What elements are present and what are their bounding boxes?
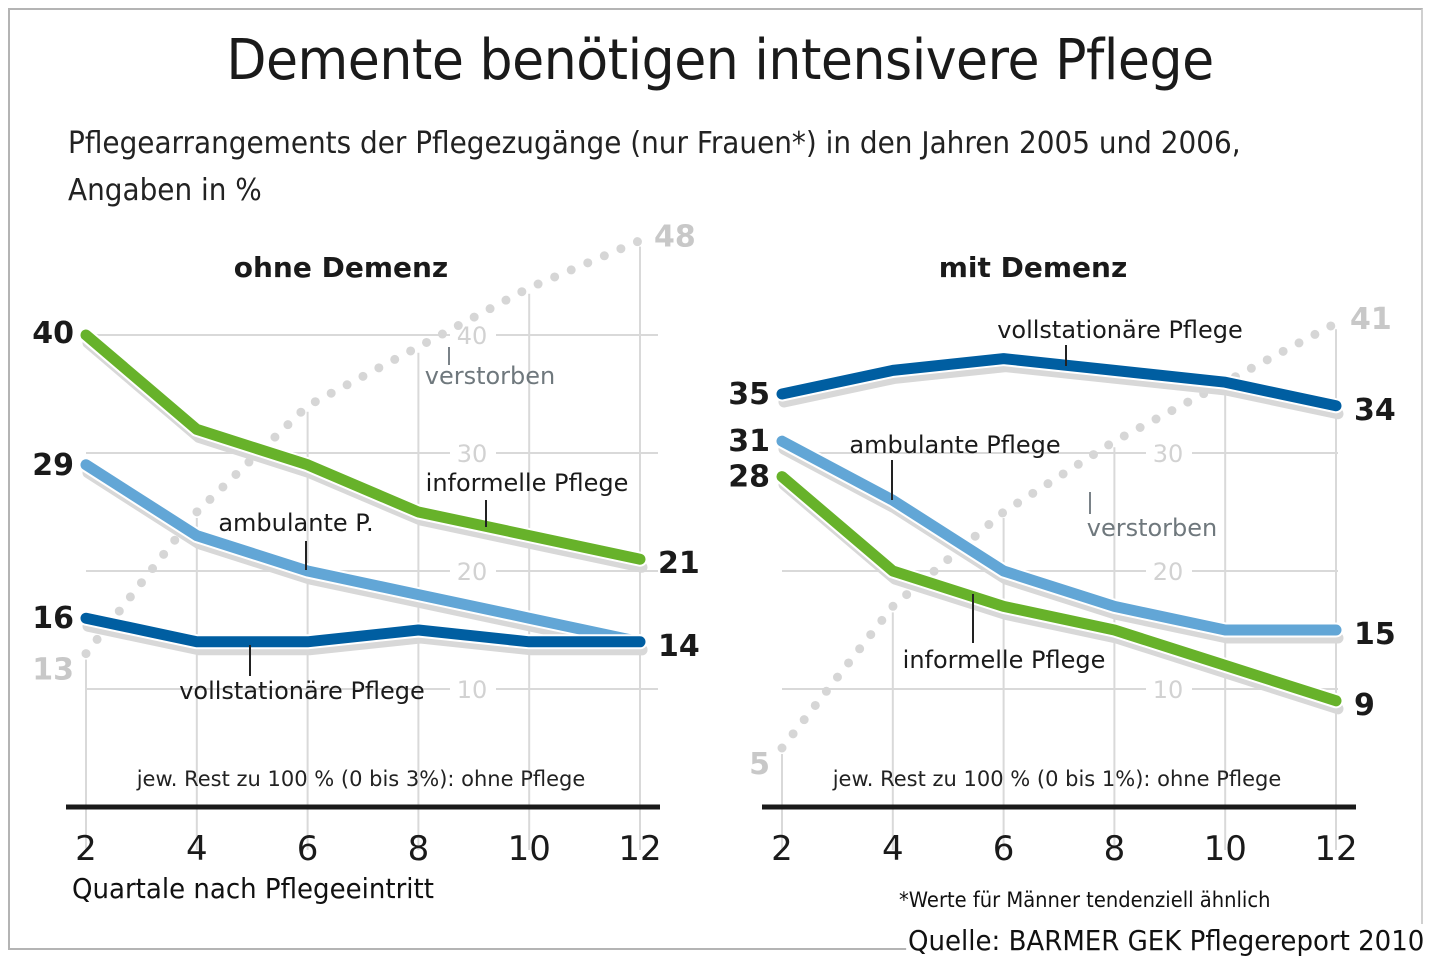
series-verstorben: 13 48 verstorben <box>32 220 696 688</box>
x-tick-label: 6 <box>993 829 1015 869</box>
end-value-label: 41 <box>1350 302 1392 337</box>
start-value-label: 5 <box>749 747 770 782</box>
end-value-label: 14 <box>658 629 700 664</box>
start-value-label: 28 <box>728 460 770 495</box>
series-label: vollstationäre Pflege <box>997 316 1243 344</box>
x-tick-label: 8 <box>1104 829 1126 869</box>
panel-mit-demenz: 10 20 30 mit Demenz jew. Rest zu 100 % (0 bi… <box>728 251 1396 869</box>
series-line-vollstationaer <box>80 612 646 648</box>
footnote: *Werte für Männer tendenziell ähnlich <box>899 888 1271 912</box>
series-vollstationaer: 16 14 vollstationäre Pflege <box>32 601 700 705</box>
series-label: verstorben <box>425 362 556 390</box>
subtitle-line-1: Pflegearrangements der Pflegezugänge (nu… <box>68 126 1241 161</box>
x-tick-label: 2 <box>771 829 793 869</box>
series-vollstationaer: 35 34 vollstationäre Pflege <box>728 316 1396 428</box>
end-value-label: 15 <box>1354 617 1396 652</box>
start-value-label: 16 <box>32 601 74 636</box>
start-value-label: 35 <box>728 377 770 412</box>
x-tick-label: 4 <box>882 829 904 869</box>
panel-title: ohne Demenz <box>234 251 448 284</box>
x-tick-label: 12 <box>1314 829 1357 869</box>
x-tick-label: 10 <box>508 829 551 869</box>
series-line-verstorben <box>81 236 645 659</box>
x-tick-label: 2 <box>75 829 97 869</box>
panel-note: jew. Rest zu 100 % (0 bis 3%): ohne Pfle… <box>136 767 586 791</box>
end-value-label: 9 <box>1354 688 1375 723</box>
end-value-label: 21 <box>658 546 700 581</box>
x-tick-label: 8 <box>408 829 430 869</box>
series-ambulante: 31 15 ambulante Pflege <box>728 424 1396 652</box>
series-line-informelle <box>80 329 646 565</box>
series-informelle: 40 21 informelle Pflege <box>32 316 700 581</box>
source-note: Quelle: BARMER GEK Pflegereport 2010 <box>905 924 1426 957</box>
start-value-label: 40 <box>32 316 74 351</box>
chart-subtitle: Pflegearrangements der Pflegezugänge (nu… <box>68 120 1241 214</box>
x-tick-label: 10 <box>1204 829 1247 869</box>
end-value-label: 48 <box>654 220 696 255</box>
y-tick-label: 10 <box>457 676 488 704</box>
x-axis-label: Quartale nach Pflegeeintritt <box>72 872 434 905</box>
y-tick-label: 30 <box>457 440 488 468</box>
start-value-label: 29 <box>32 448 74 483</box>
y-tick-label: 30 <box>1153 440 1184 468</box>
start-value-label: 31 <box>728 424 770 459</box>
series-informelle: 28 9 informelle Pflege <box>728 460 1375 723</box>
series-line-vollstationaer <box>776 353 1342 412</box>
series-verstorben: 5 41 verstorben <box>749 302 1392 782</box>
series-line-ambulante <box>80 459 646 648</box>
subtitle-line-2: Angaben in % <box>68 173 262 208</box>
series-line-informelle <box>776 471 1342 707</box>
end-value-label: 34 <box>1354 393 1396 428</box>
series-label: verstorben <box>1087 514 1218 542</box>
series-label: informelle Pflege <box>903 646 1106 674</box>
series-label: vollstationäre Pflege <box>179 677 425 705</box>
x-tick-label: 6 <box>297 829 319 869</box>
x-tick-label: 4 <box>186 829 208 869</box>
x-tick-label: 12 <box>618 829 661 869</box>
y-tick-label: 20 <box>1153 558 1184 586</box>
panel-title: mit Demenz <box>939 251 1128 284</box>
series-label: ambulante P. <box>218 509 373 537</box>
chart-title: Demente benötigen intensivere Pflege <box>226 28 1214 93</box>
series-ambulante: 29 ambulante P. <box>32 448 648 656</box>
series-label: informelle Pflege <box>426 469 629 497</box>
start-value-label: 13 <box>32 653 74 688</box>
y-tick-label: 10 <box>1153 676 1184 704</box>
y-tick-label: 20 <box>457 558 488 586</box>
panel-note: jew. Rest zu 100 % (0 bis 1%): ohne Pfle… <box>832 767 1282 791</box>
panel-ohne-demenz: 10 20 30 40 ohne Demenz jew. Rest zu 100 % (0… <box>32 220 700 869</box>
series-label: ambulante Pflege <box>849 431 1060 459</box>
series-line-ambulante <box>776 435 1342 636</box>
chart-frame <box>8 8 1423 950</box>
